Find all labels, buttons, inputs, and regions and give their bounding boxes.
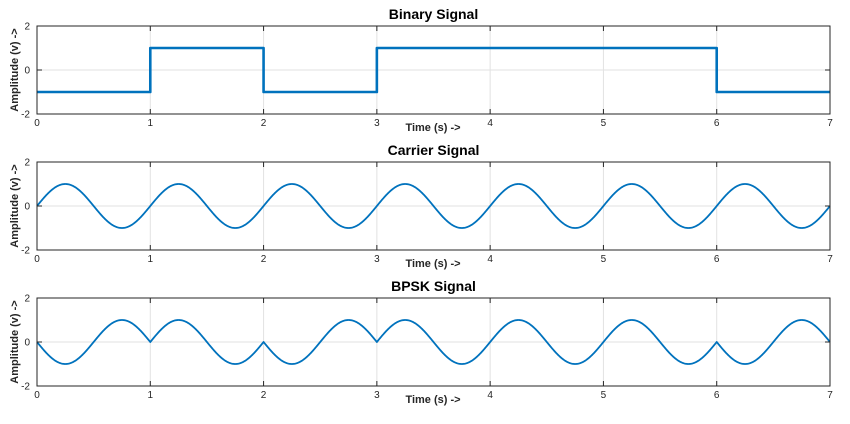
x-tick-label: 6 — [714, 118, 720, 129]
y-axis-label: Amplitude (v) -> — [9, 28, 21, 111]
x-tick-label: 1 — [148, 254, 154, 265]
chart-title: BPSK Signal — [391, 278, 476, 294]
y-tick-label: 0 — [24, 202, 30, 213]
x-tick-label: 3 — [374, 390, 380, 401]
x-tick-label: 5 — [601, 254, 607, 265]
chart-title: Binary Signal — [389, 6, 478, 22]
x-tick-label: 7 — [827, 118, 833, 129]
series-line — [36, 183, 831, 229]
x-tick-label: 5 — [601, 118, 607, 129]
x-tick-label: 4 — [487, 118, 493, 129]
x-tick-label: 2 — [261, 118, 267, 129]
chart-title: Carrier Signal — [388, 142, 480, 158]
y-axis-label: Amplitude (v) -> — [9, 164, 21, 247]
series-line — [36, 319, 831, 365]
x-tick-label: 6 — [714, 390, 720, 401]
x-axis-label: Time (s) -> — [405, 122, 460, 134]
chart-panel-3: 0 1 2 3 4 5 6 7 -2 0 2 BPSK Signal Time (s) -> Amplit… — [9, 278, 833, 406]
x-tick-label: 0 — [34, 390, 40, 401]
x-tick-label: 2 — [261, 254, 267, 265]
x-tick-label: 5 — [601, 390, 607, 401]
x-axis-label: Time (s) -> — [405, 394, 460, 406]
x-tick-label: 4 — [487, 390, 493, 401]
x-tick-label: 3 — [374, 254, 380, 265]
x-tick-label: 2 — [261, 390, 267, 401]
chart-panel-1: 0 1 2 3 4 5 6 7 -2 0 2 Binary Signal Time (s) -> Ampl… — [9, 6, 833, 134]
x-tick-label: 3 — [374, 118, 380, 129]
y-tick-label: -2 — [21, 382, 30, 393]
x-tick-label: 1 — [148, 390, 154, 401]
x-tick-label: 7 — [827, 254, 833, 265]
y-tick-label: 2 — [24, 158, 30, 169]
y-tick-label: -2 — [21, 110, 30, 121]
series-line — [37, 46, 830, 94]
y-tick-label: -2 — [21, 246, 30, 257]
x-axis-label: Time (s) -> — [405, 258, 460, 270]
x-tick-label: 0 — [34, 118, 40, 129]
x-tick-label: 6 — [714, 254, 720, 265]
y-axis-label: Amplitude (v) -> — [9, 300, 21, 383]
x-tick-label: 4 — [487, 254, 493, 265]
y-tick-label: 2 — [24, 294, 30, 305]
y-tick-label: 0 — [24, 338, 30, 349]
x-tick-label: 1 — [148, 118, 154, 129]
y-tick-label: 0 — [24, 66, 30, 77]
chart-panel-2: 0 1 2 3 4 5 6 7 -2 0 2 Carrier Signal Time (s) -> Amp… — [9, 142, 833, 270]
x-tick-label: 7 — [827, 390, 833, 401]
x-tick-label: 0 — [34, 254, 40, 265]
y-tick-label: 2 — [24, 22, 30, 33]
